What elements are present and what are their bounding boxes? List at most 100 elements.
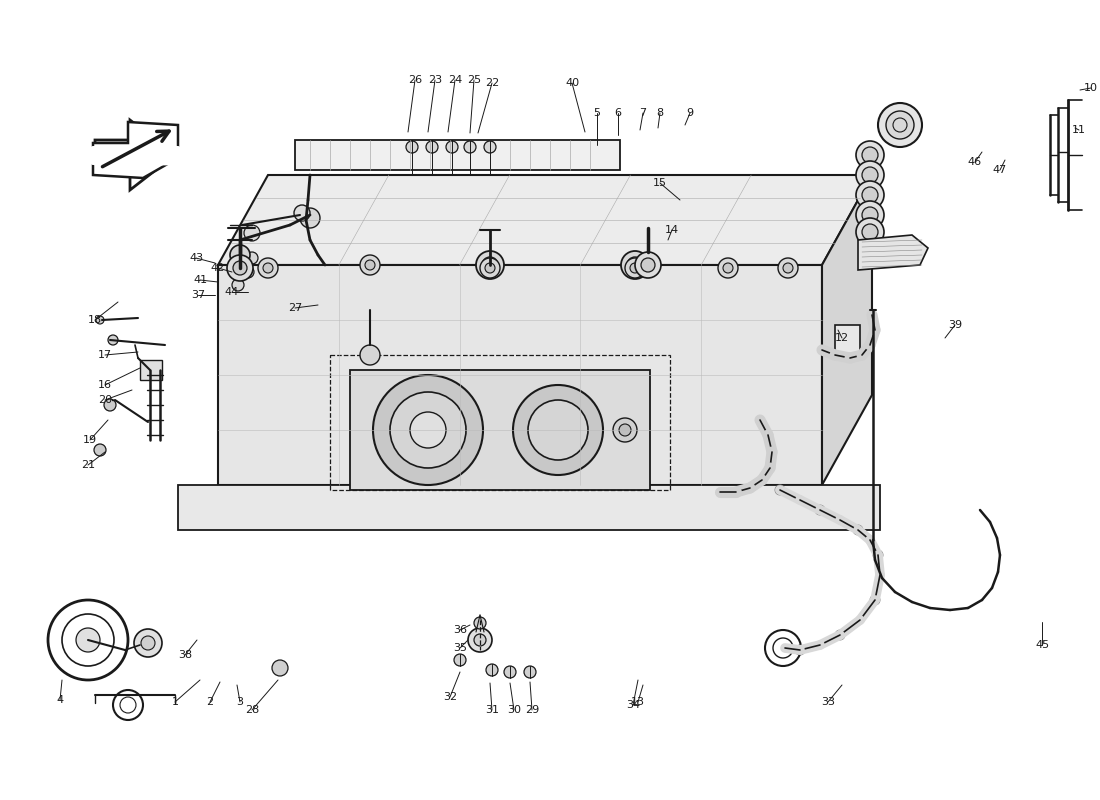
Text: 1: 1 (172, 697, 178, 707)
Circle shape (94, 444, 106, 456)
Text: 6: 6 (615, 108, 622, 118)
Circle shape (856, 181, 884, 209)
Text: 10: 10 (1084, 83, 1098, 93)
Circle shape (862, 224, 878, 240)
Text: 2: 2 (207, 697, 213, 707)
Circle shape (294, 205, 310, 221)
Circle shape (856, 218, 884, 246)
Circle shape (630, 263, 640, 273)
Text: 3: 3 (236, 697, 243, 707)
Circle shape (513, 385, 603, 475)
Circle shape (476, 251, 504, 279)
Polygon shape (835, 325, 860, 355)
Circle shape (468, 628, 492, 652)
Circle shape (272, 660, 288, 676)
Text: 17: 17 (98, 350, 112, 360)
Polygon shape (178, 485, 880, 530)
Circle shape (410, 412, 446, 448)
Circle shape (134, 629, 162, 657)
Text: 45: 45 (1035, 640, 1049, 650)
Circle shape (625, 258, 645, 278)
Circle shape (360, 255, 379, 275)
Circle shape (406, 141, 418, 153)
Text: 24: 24 (448, 75, 462, 85)
Text: 44: 44 (224, 287, 239, 297)
Text: 12: 12 (835, 333, 849, 343)
Text: 31: 31 (485, 705, 499, 715)
Circle shape (528, 400, 588, 460)
Text: 37: 37 (191, 290, 205, 300)
Text: 39: 39 (948, 320, 962, 330)
Circle shape (778, 258, 798, 278)
Text: 7: 7 (639, 108, 647, 118)
Circle shape (258, 258, 278, 278)
Polygon shape (858, 235, 928, 270)
Text: 28: 28 (245, 705, 260, 715)
Circle shape (76, 628, 100, 652)
Circle shape (454, 654, 466, 666)
Text: 22: 22 (485, 78, 499, 88)
Circle shape (230, 245, 250, 265)
Circle shape (484, 141, 496, 153)
Circle shape (783, 263, 793, 273)
Polygon shape (350, 370, 650, 490)
Polygon shape (95, 120, 175, 190)
Circle shape (856, 141, 884, 169)
Text: 18: 18 (88, 315, 102, 325)
Circle shape (482, 257, 498, 273)
Text: 19: 19 (82, 435, 97, 445)
Text: 30: 30 (507, 705, 521, 715)
Circle shape (504, 666, 516, 678)
Text: 21: 21 (81, 460, 95, 470)
Circle shape (233, 265, 248, 279)
Circle shape (360, 345, 379, 365)
Polygon shape (94, 122, 178, 178)
Circle shape (232, 262, 244, 274)
Text: 36: 36 (453, 625, 468, 635)
Circle shape (373, 375, 483, 485)
Text: 15: 15 (653, 178, 667, 188)
Text: 29: 29 (525, 705, 539, 715)
Circle shape (635, 252, 661, 278)
Circle shape (641, 258, 654, 272)
Circle shape (141, 636, 155, 650)
Text: 14: 14 (664, 225, 679, 235)
Circle shape (856, 201, 884, 229)
Circle shape (862, 187, 878, 203)
Text: 27: 27 (288, 303, 302, 313)
Circle shape (862, 147, 878, 163)
Text: 46: 46 (968, 157, 982, 167)
Circle shape (108, 335, 118, 345)
Circle shape (96, 316, 104, 324)
Circle shape (862, 207, 878, 223)
Circle shape (474, 617, 486, 629)
Circle shape (232, 279, 244, 291)
Text: 26: 26 (408, 75, 422, 85)
Text: 23: 23 (428, 75, 442, 85)
Text: 13: 13 (631, 697, 645, 707)
Circle shape (263, 263, 273, 273)
Circle shape (446, 141, 458, 153)
Circle shape (886, 111, 914, 139)
Text: 41: 41 (192, 275, 207, 285)
Text: 35: 35 (453, 643, 468, 653)
Polygon shape (295, 140, 620, 170)
Circle shape (621, 251, 649, 279)
Circle shape (464, 141, 476, 153)
Circle shape (480, 258, 501, 278)
Polygon shape (218, 175, 872, 265)
Polygon shape (218, 265, 822, 485)
Text: 9: 9 (686, 108, 694, 118)
Circle shape (242, 266, 254, 278)
Text: 43: 43 (189, 253, 204, 263)
Text: 38: 38 (178, 650, 192, 660)
Circle shape (856, 161, 884, 189)
Circle shape (300, 208, 320, 228)
Circle shape (862, 167, 878, 183)
Circle shape (718, 258, 738, 278)
Circle shape (365, 260, 375, 270)
Circle shape (426, 141, 438, 153)
Text: 16: 16 (98, 380, 112, 390)
Circle shape (613, 418, 637, 442)
Circle shape (619, 424, 631, 436)
